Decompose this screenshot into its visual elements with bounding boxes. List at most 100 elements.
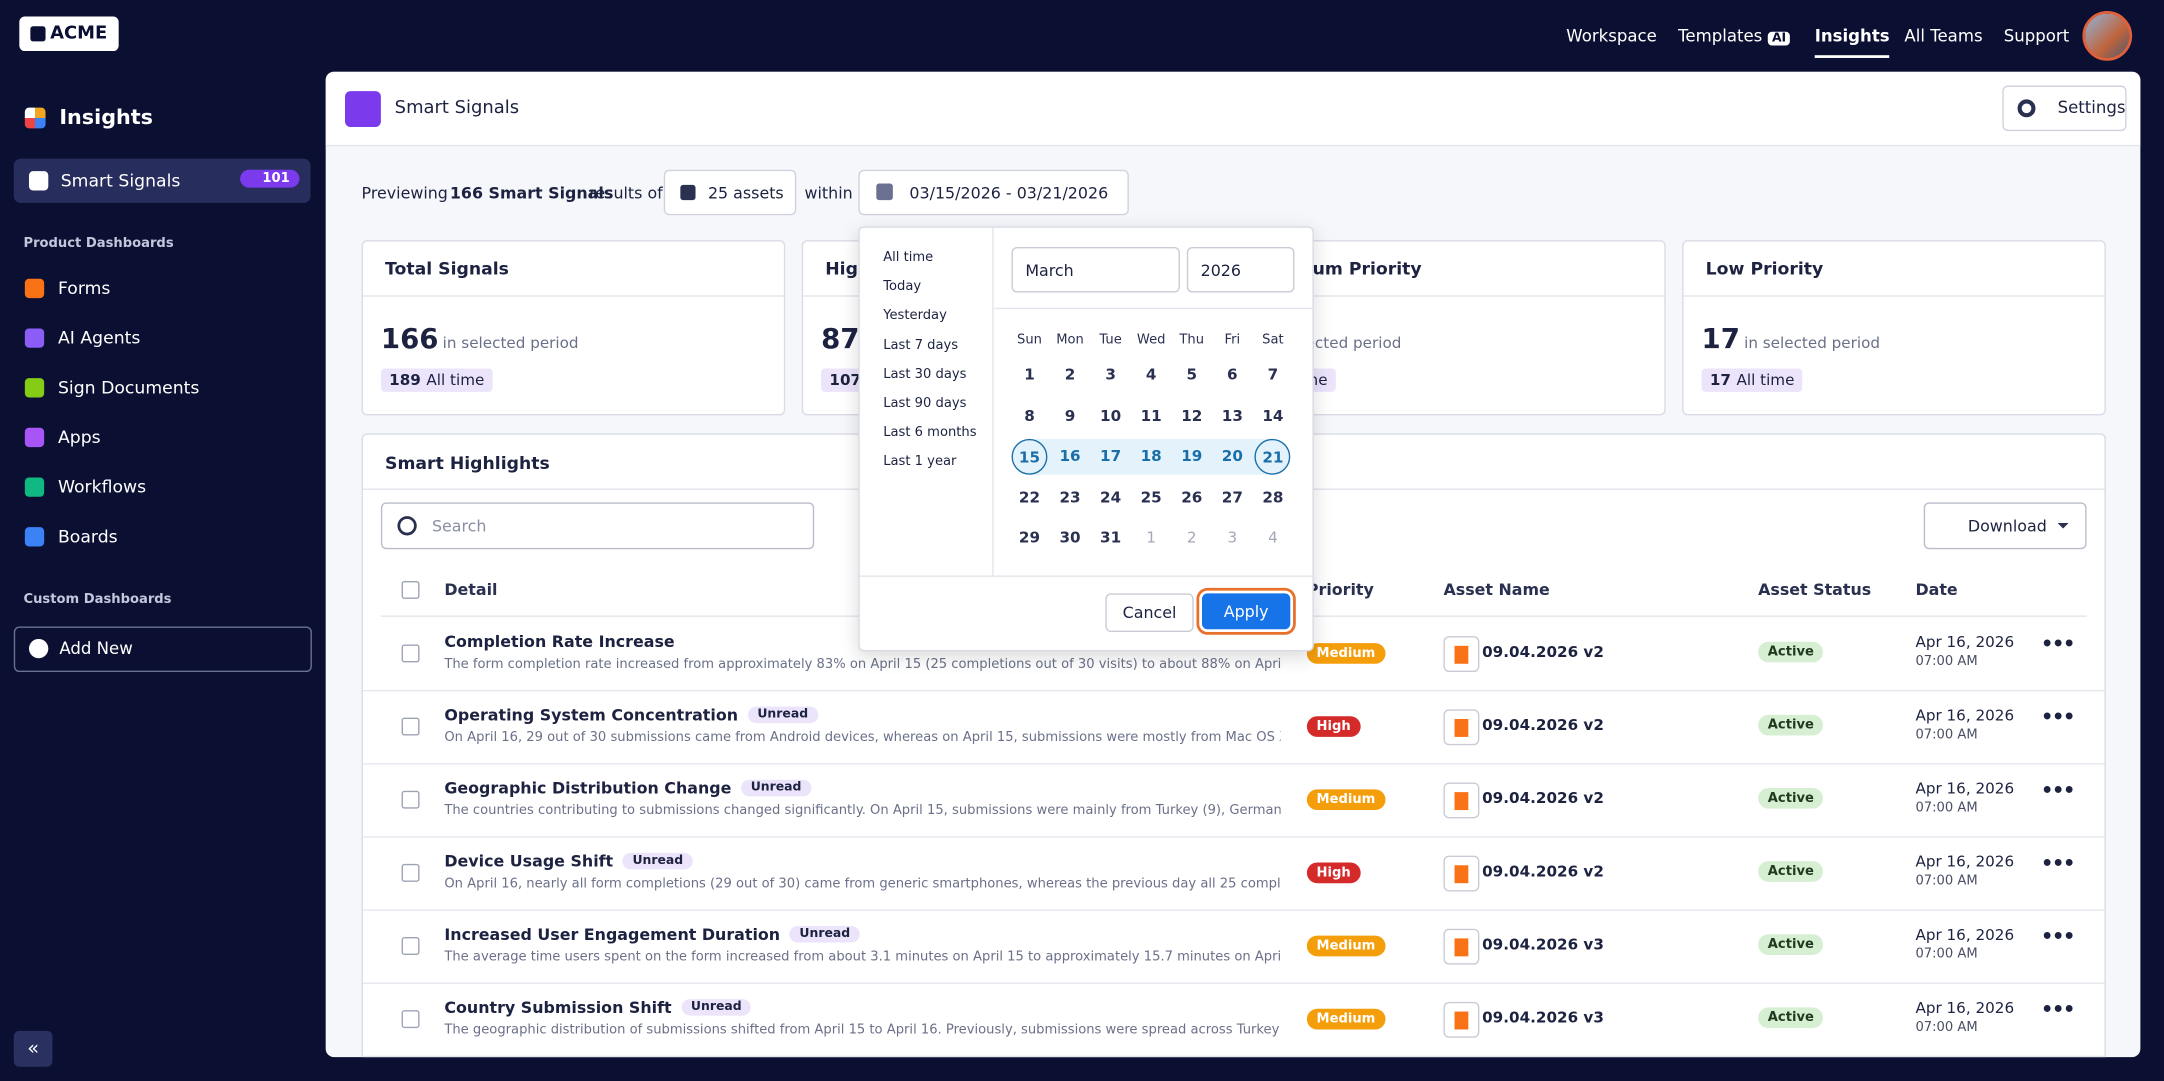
day[interactable]: 12 (1181, 406, 1203, 425)
preset[interactable]: Last 1 year (883, 454, 957, 470)
day[interactable]: 28 (1262, 487, 1284, 506)
column-header[interactable]: Date (1915, 579, 1958, 599)
day[interactable]: 29 (1018, 528, 1041, 547)
nav-link[interactable]: Workspace (1566, 26, 1657, 45)
day[interactable]: 30 (1059, 528, 1081, 547)
day[interactable]: 24 (1100, 487, 1122, 506)
download-button[interactable]: Download (1923, 502, 2087, 550)
row-checkbox[interactable] (401, 790, 420, 809)
avatar[interactable] (2082, 11, 2133, 61)
day[interactable]: 17 (1100, 447, 1122, 466)
row-menu[interactable]: ••• (2041, 633, 2075, 656)
preset[interactable]: Last 7 days (883, 337, 959, 353)
nav-link[interactable]: All Teams (1904, 26, 1982, 45)
sidebar-item[interactable]: Workflows (24, 476, 146, 497)
table-row[interactable]: Geographic Distribution Change Unread The … (362, 763, 2105, 838)
sidebar-item[interactable]: AI Agents (24, 327, 141, 348)
day[interactable]: 5 (1186, 365, 1198, 384)
item-label: Sign Documents (57, 376, 200, 398)
row-checkbox[interactable] (401, 717, 420, 736)
row-checkbox[interactable] (401, 1010, 420, 1029)
day[interactable]: 1 (1024, 365, 1035, 384)
sidebar-item[interactable]: Forms (24, 277, 110, 298)
day[interactable]: 1 (1146, 528, 1157, 547)
day[interactable]: 2 (1186, 528, 1197, 547)
add-new[interactable]: Add New (13, 626, 312, 673)
asset-name: 09.04.2026 v2 (1482, 789, 1604, 808)
time: 07:00 AM (1915, 654, 1978, 670)
row-menu[interactable]: ••• (2041, 925, 2075, 949)
table-row[interactable]: Increased User Engagement Duration Unread… (362, 909, 2105, 984)
table-row[interactable]: Device Usage Shift Unread On April 16, nea… (362, 836, 2105, 911)
preset[interactable]: Last 90 days (883, 396, 967, 412)
priority-badge: High (1306, 716, 1361, 737)
sidebar-item[interactable]: Apps (24, 426, 101, 447)
day[interactable]: 2 (1064, 365, 1076, 384)
nav-link[interactable]: Insights (1814, 26, 1890, 58)
search-box[interactable]: Search (380, 502, 815, 550)
preset[interactable]: All time (883, 249, 934, 265)
day[interactable]: 4 (1145, 365, 1157, 384)
nav-link[interactable]: Support (2004, 26, 2069, 45)
table-row[interactable]: Operating System Concentration Unread On A… (362, 690, 2105, 765)
time: 07:00 AM (1915, 727, 1978, 743)
time: 07:00 AM (1915, 873, 1978, 889)
day[interactable]: 22 (1018, 487, 1041, 506)
header-checkbox[interactable] (401, 580, 420, 599)
day[interactable]: 16 (1059, 447, 1081, 466)
table-row[interactable]: Completion Rate Increase The form complet… (362, 617, 2105, 692)
cancel-button[interactable]: Cancel (1105, 593, 1194, 633)
day[interactable]: 27 (1221, 487, 1243, 506)
day[interactable]: 23 (1059, 487, 1081, 506)
day[interactable]: 26 (1181, 487, 1203, 506)
collapse-button[interactable]: « (13, 1030, 53, 1067)
range-button[interactable]: 03/15/2026 - 03/21/2026 (858, 169, 1129, 216)
row-desc: On April 16, nearly all form completions… (444, 876, 1281, 892)
day[interactable]: 7 (1267, 365, 1279, 384)
day[interactable]: 15 (1011, 438, 1048, 475)
row-checkbox[interactable] (401, 644, 420, 663)
day[interactable]: 21 (1254, 438, 1291, 475)
preview-within: within (804, 183, 853, 203)
day[interactable]: 14 (1262, 406, 1284, 425)
day[interactable]: 10 (1100, 406, 1122, 425)
column-header: Detail (444, 579, 498, 599)
day[interactable]: 11 (1140, 406, 1162, 425)
preset[interactable]: Last 6 months (883, 425, 977, 441)
day[interactable]: 3 (1227, 528, 1238, 547)
day[interactable]: 4 (1268, 528, 1278, 547)
day[interactable]: 25 (1140, 487, 1162, 506)
settings-button[interactable]: Settings (2002, 85, 2127, 132)
time: 07:00 AM (1915, 800, 1978, 816)
row-menu[interactable]: ••• (2041, 779, 2075, 802)
table-row[interactable]: Country Submission Shift Unread The geogra… (362, 983, 2105, 1058)
month-select[interactable]: March (1011, 247, 1180, 293)
row-menu[interactable]: ••• (2041, 852, 2075, 875)
day[interactable]: 8 (1024, 406, 1035, 425)
preset[interactable]: Last 30 days (883, 366, 967, 382)
day[interactable]: 6 (1227, 365, 1238, 384)
row-menu[interactable]: ••• (2041, 706, 2075, 729)
assets-button[interactable]: 25 assets (663, 169, 797, 216)
day[interactable]: 9 (1064, 406, 1076, 425)
row-checkbox[interactable] (401, 863, 420, 882)
row-checkbox[interactable] (401, 937, 420, 955)
column-header[interactable]: Asset Name (1443, 579, 1550, 599)
day[interactable]: 18 (1140, 447, 1162, 466)
apply-button[interactable]: Apply (1201, 593, 1291, 630)
sidebar-item[interactable]: Boards (24, 526, 118, 546)
sidebar-item[interactable]: Sign Documents (24, 376, 200, 398)
day[interactable]: 13 (1221, 406, 1243, 425)
day[interactable]: 19 (1181, 447, 1203, 466)
nav-link[interactable]: Templates AI (1678, 26, 1791, 46)
day[interactable]: 31 (1100, 528, 1122, 547)
preset[interactable]: Yesterday (883, 308, 947, 324)
day[interactable]: 3 (1105, 365, 1116, 384)
column-header[interactable]: Asset Status (1758, 579, 1872, 599)
year-select[interactable]: 2026 (1186, 247, 1295, 293)
row-menu[interactable]: ••• (2041, 999, 2075, 1022)
preset[interactable]: Today (883, 279, 922, 295)
column-header[interactable]: Priority (1306, 579, 1374, 599)
active-item[interactable]: Smart Signals 101 (13, 158, 311, 203)
day[interactable]: 20 (1221, 447, 1243, 466)
